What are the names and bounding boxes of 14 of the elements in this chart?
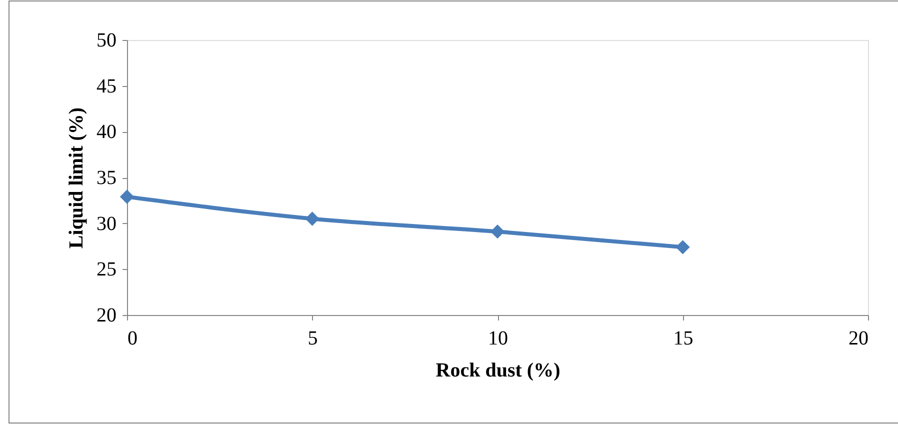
y-tick-label: 25 xyxy=(96,258,116,281)
y-axis-title: Liquid limit (%) xyxy=(66,107,88,249)
y-tick-label: 20 xyxy=(96,304,116,326)
y-tick-label: 45 xyxy=(96,75,116,98)
x-tick-label: 5 xyxy=(308,328,318,350)
y-tick-label: 35 xyxy=(96,167,116,189)
x-tick-label: 15 xyxy=(673,328,694,350)
x-axis-title: Rock dust (%) xyxy=(436,360,560,382)
x-tick-label: 20 xyxy=(848,328,868,350)
y-tick-label: 40 xyxy=(96,121,116,144)
y-tick-label: 50 xyxy=(96,30,116,52)
x-tick-label: 10 xyxy=(488,328,508,350)
y-tick-label: 30 xyxy=(96,212,116,235)
x-tick-label: 0 xyxy=(128,328,138,350)
